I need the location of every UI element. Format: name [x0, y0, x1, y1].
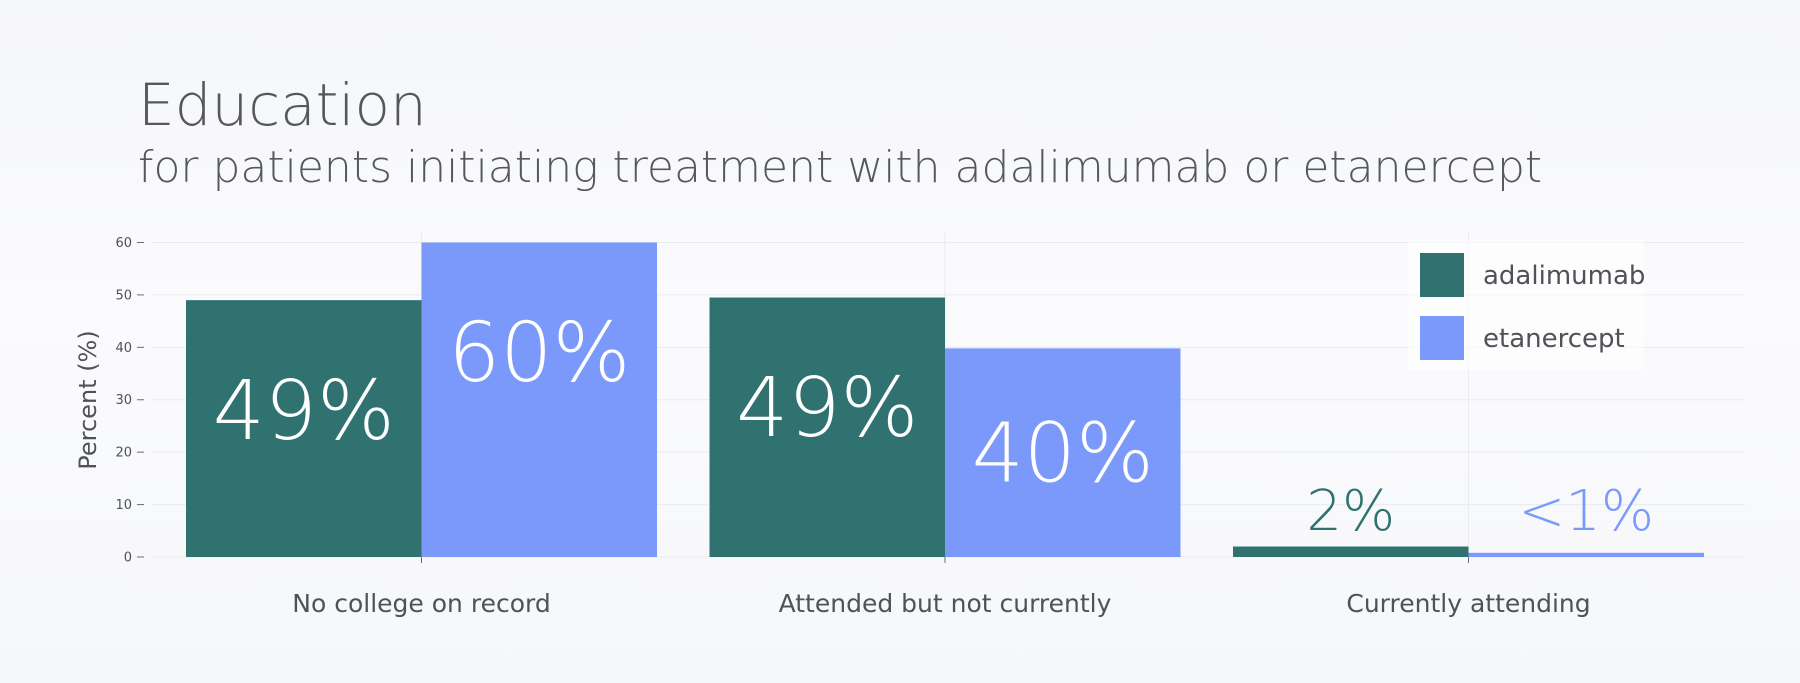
legend: adalimumab etanercept	[1408, 240, 1645, 370]
bar-adalimumab-2	[1233, 546, 1469, 557]
bar-adalimumab-0	[186, 300, 422, 557]
legend-swatch-etanercept	[1420, 316, 1464, 360]
legend-label-etanercept: etanercept	[1483, 324, 1625, 354]
y-tick-label: 40	[115, 341, 132, 356]
data-label-adalimumab-2: 2%	[1306, 479, 1395, 544]
data-labels: 49% 60% 49% 40% 2% <1%	[213, 306, 1655, 544]
legend-label-adalimumab: adalimumab	[1483, 261, 1645, 291]
legend-swatch-adalimumab	[1420, 253, 1464, 297]
bar-etanercept-0	[421, 242, 657, 557]
chart-title: Education	[138, 71, 427, 139]
x-tick-label: No college on record	[292, 589, 550, 618]
chart-subtitle: for patients initiating treatment with a…	[138, 142, 1542, 193]
data-label-etanercept-0: 60%	[448, 306, 630, 401]
y-tick-label: 50	[115, 288, 132, 303]
bars	[186, 242, 1704, 557]
axes: 0 10 20 30 40 50 60 Percent (%) No college on re…	[74, 236, 1591, 618]
y-tick-label: 10	[115, 498, 132, 513]
data-label-etanercept-2: <1%	[1518, 479, 1654, 544]
y-tick-label: 0	[124, 551, 132, 566]
y-axis-label: Percent (%)	[74, 330, 102, 469]
y-tick-label: 20	[115, 446, 132, 461]
x-tick-label: Attended but not currently	[779, 589, 1112, 618]
data-label-adalimumab-1: 49%	[736, 361, 918, 456]
y-tick-label: 30	[115, 393, 132, 408]
bar-etanercept-2	[1468, 552, 1704, 557]
bar-etanercept-1	[945, 348, 1181, 557]
data-label-adalimumab-0: 49%	[213, 364, 395, 459]
x-tick-label: Currently attending	[1346, 589, 1590, 618]
y-tick-label: 60	[115, 236, 132, 251]
bar-adalimumab-1	[709, 297, 945, 557]
data-label-etanercept-1: 40%	[972, 406, 1154, 501]
